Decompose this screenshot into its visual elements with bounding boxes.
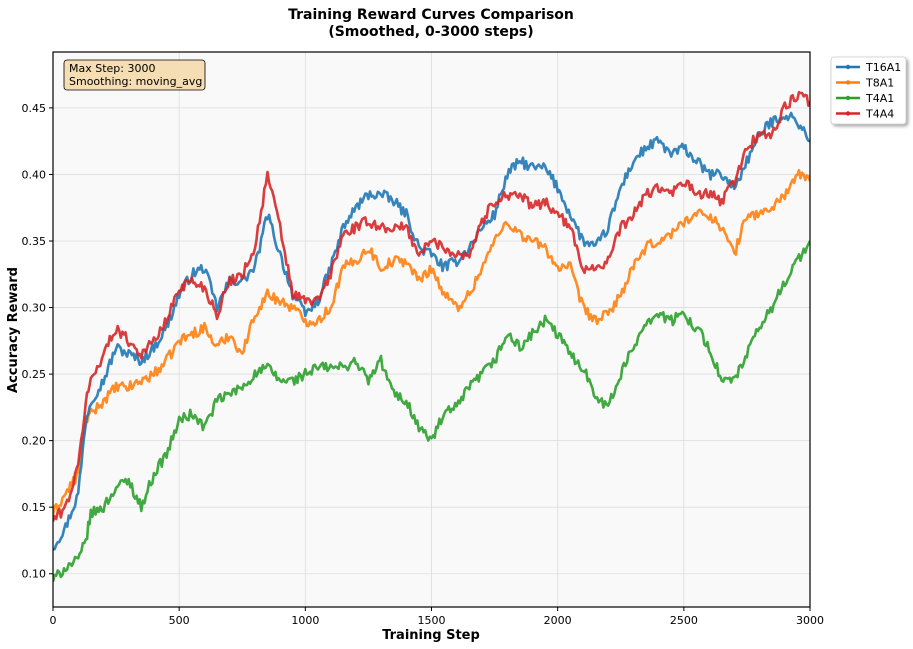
series-line-t8a1 — [53, 168, 810, 516]
legend-marker-t8a1 — [845, 80, 851, 85]
y-axis-label: Accuracy Reward — [6, 267, 21, 393]
x-tick-label: 1500 — [418, 614, 446, 627]
x-tick-label: 2500 — [670, 614, 698, 627]
x-tick-label: 1000 — [291, 614, 319, 627]
series-line-t4a4 — [53, 90, 810, 522]
series-line-t16a1 — [53, 111, 810, 551]
y-tick-label: 0.30 — [22, 302, 47, 315]
x-tick-label: 500 — [169, 614, 190, 627]
y-tick-label: 0.10 — [22, 568, 47, 581]
legend-label-t4a4: T4A4 — [865, 108, 894, 121]
legend-label-t16a1: T16A1 — [865, 61, 901, 74]
y-axis-ticks: 0.10 0.15 0.20 0.25 0.30 0.35 0.40 0.45 — [22, 102, 53, 581]
annotation-smoothing: Smoothing: moving_avg — [69, 75, 202, 88]
series-line-t4a1 — [53, 240, 810, 583]
legend-label-t4a1: T4A1 — [865, 92, 894, 105]
x-axis-ticks: 0 500 1000 1500 2000 2500 3000 — [50, 607, 824, 627]
y-tick-label: 0.35 — [22, 235, 47, 248]
x-tick-label: 0 — [50, 614, 57, 627]
chart-title-line2: (Smoothed, 0-3000 steps) — [328, 24, 533, 40]
y-tick-label: 0.20 — [22, 435, 47, 448]
legend-box — [830, 56, 907, 125]
legend-label-t8a1: T8A1 — [865, 77, 894, 90]
legend-marker-t16a1 — [845, 64, 851, 70]
x-axis-label: Training Step — [382, 628, 480, 643]
annotation-box — [63, 59, 206, 91]
y-tick-label: 0.15 — [22, 501, 47, 514]
legend: T16A1 T8A1 T4A1 T4A4 — [830, 56, 907, 125]
legend-marker-t4a4 — [845, 111, 851, 116]
series-lines — [53, 90, 810, 583]
annotation-max-step: Max Step: 3000 — [69, 62, 155, 75]
chart-title-line1: Training Reward Curves Comparison — [288, 7, 574, 23]
grid-lines — [52, 52, 811, 607]
info-annotation-box: Max Step: 3000 Smoothing: moving_avg — [63, 59, 206, 91]
x-tick-label: 2000 — [544, 614, 572, 627]
y-tick-label: 0.40 — [22, 168, 47, 181]
x-tick-label: 3000 — [796, 614, 824, 627]
y-tick-label: 0.45 — [22, 102, 47, 115]
legend-marker-t4a1 — [845, 95, 851, 101]
y-tick-label: 0.25 — [22, 368, 47, 381]
